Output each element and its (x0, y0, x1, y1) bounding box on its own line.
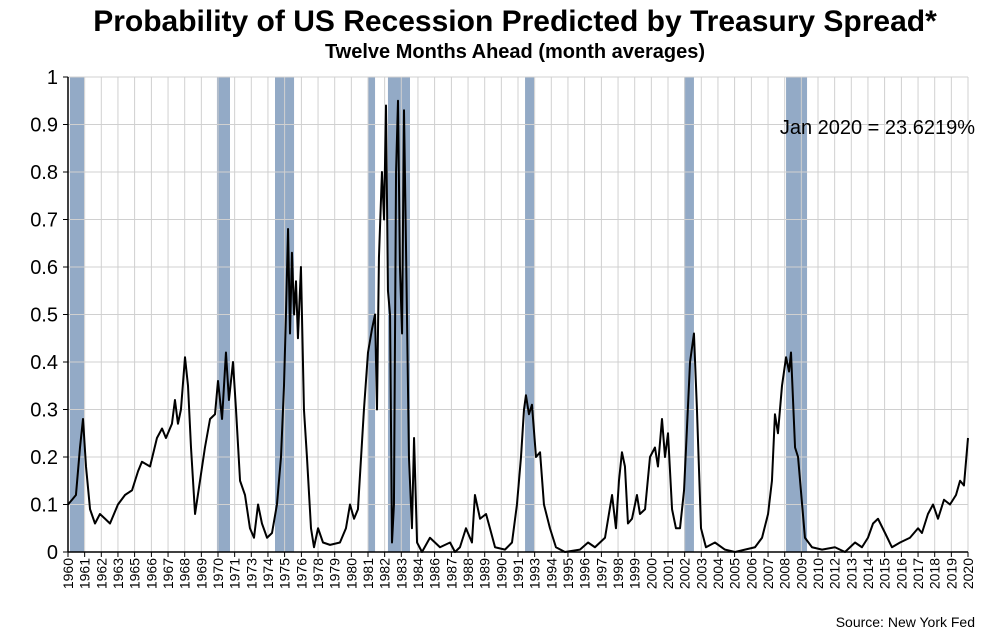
x-tick-label: 1986 (427, 558, 443, 589)
x-tick-label: 2000 (643, 558, 659, 589)
x-tick-label: 2012 (827, 558, 843, 589)
x-tick-label: 2005 (727, 558, 743, 589)
chart-subtitle: Twelve Months Ahead (month averages) (325, 41, 705, 63)
series-line (67, 99, 969, 553)
x-tick-label: 2016 (893, 558, 909, 589)
y-tick-label: 0.3 (30, 400, 58, 422)
x-tick-label: 1961 (77, 558, 93, 589)
y-tick-label: 0 (47, 542, 58, 564)
x-tick-label: 1970 (210, 558, 226, 589)
y-tick-label: 0.5 (30, 305, 58, 327)
x-tick-label: 1987 (443, 558, 459, 589)
x-tick-label: 1967 (160, 558, 176, 589)
x-tick-label: 1975 (277, 558, 293, 589)
x-tick-label: 1993 (527, 558, 543, 589)
x-tick-label: 1984 (410, 558, 426, 589)
x-tick-label: 1981 (360, 558, 376, 589)
x-tick-label: 2018 (927, 558, 943, 589)
x-tick-label: 1969 (193, 558, 209, 589)
x-tick-label: 1971 (227, 558, 243, 589)
x-tick-label: 2008 (777, 558, 793, 589)
x-tick-label: 1994 (543, 558, 559, 589)
x-tick-label: 2010 (810, 558, 826, 589)
x-tick-label: 2002 (677, 558, 693, 589)
x-tick-label: 1963 (110, 558, 126, 589)
x-tick-label: 1966 (143, 558, 159, 589)
y-tick-label: 0.2 (30, 447, 58, 469)
x-tick-label: 1995 (560, 558, 576, 589)
x-tick-label: 2001 (660, 558, 676, 589)
x-tick-label: 1988 (460, 558, 476, 589)
x-tick-label: 2015 (877, 558, 893, 589)
y-tick-label: 1 (47, 67, 58, 89)
x-tick-label: 1974 (260, 558, 276, 589)
x-tick-label: 1960 (60, 558, 76, 589)
x-tick-label: 2006 (743, 558, 759, 589)
y-tick-label: 0.1 (30, 495, 58, 517)
x-tick-label: 1989 (477, 558, 493, 589)
x-tick-label: 2003 (693, 558, 709, 589)
annotation: Jan 2020 = 23.6219% (780, 117, 975, 139)
source-note: Source: New York Fed (836, 614, 975, 630)
y-tick-label: 0.7 (30, 210, 58, 232)
x-tick-label: 1982 (377, 558, 393, 589)
x-tick-label: 1983 (393, 558, 409, 589)
x-tick-label: 2013 (843, 558, 859, 589)
x-tick-label: 1990 (493, 558, 509, 589)
y-tick-label: 0.9 (30, 115, 58, 137)
y-tick-label: 0.6 (30, 257, 58, 279)
x-tick-label: 2007 (760, 558, 776, 589)
x-tick-label: 1962 (93, 558, 109, 589)
x-tick-label: 1996 (577, 558, 593, 589)
x-tick-label: 1973 (243, 558, 259, 589)
x-tick-label: 2017 (910, 558, 926, 589)
chart-title: Probability of US Recession Predicted by… (93, 5, 937, 38)
x-tick-label: 2020 (960, 558, 976, 589)
y-tick-label: 0.8 (30, 162, 58, 184)
x-tick-label: 1998 (610, 558, 626, 589)
x-tick-label: 2004 (710, 558, 726, 589)
x-tick-label: 1968 (177, 558, 193, 589)
x-tick-label: 2009 (793, 558, 809, 589)
x-tick-label: 2014 (860, 558, 876, 589)
x-tick-label: 1978 (310, 558, 326, 589)
x-tick-label: 1997 (593, 558, 609, 589)
x-tick-label: 1991 (510, 558, 526, 589)
y-tick-label: 0.4 (30, 352, 58, 374)
x-tick-label: 2019 (943, 558, 959, 589)
x-tick-label: 1999 (627, 558, 643, 589)
x-tick-label: 1965 (127, 558, 143, 589)
x-tick-label: 1980 (343, 558, 359, 589)
x-tick-label: 1979 (327, 558, 343, 589)
x-tick-label: 1976 (293, 558, 309, 589)
